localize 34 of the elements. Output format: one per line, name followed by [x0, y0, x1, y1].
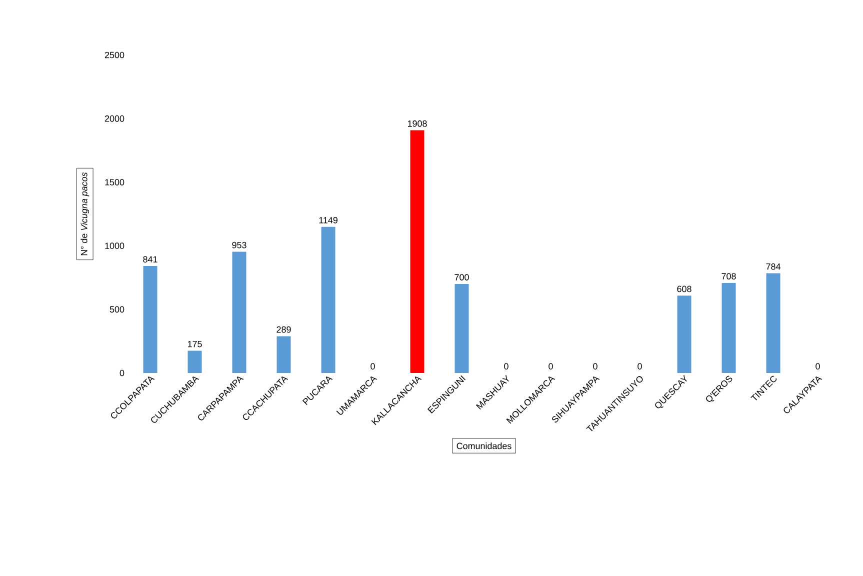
data-label: 784 — [766, 263, 780, 270]
data-label: 0 — [638, 363, 642, 370]
data-label: 0 — [816, 363, 820, 370]
data-label: 953 — [232, 242, 246, 248]
bar — [188, 350, 202, 373]
data-label: 0 — [370, 363, 375, 370]
bar — [766, 273, 780, 373]
y-axis-title: N° de Vicugna pacos — [80, 172, 90, 256]
data-label: 0 — [593, 363, 598, 370]
y-tick-label: 1000 — [105, 242, 124, 249]
data-label: 700 — [454, 274, 469, 280]
bar — [321, 226, 336, 373]
y-tick-label: 0 — [120, 370, 124, 376]
data-label: 608 — [677, 286, 692, 292]
data-label: 289 — [276, 326, 291, 333]
data-label: 0 — [504, 363, 508, 370]
x-axis-title: Comunidades — [456, 442, 512, 450]
data-label: 1149 — [319, 216, 338, 224]
bar — [276, 336, 291, 373]
data-label: 0 — [548, 363, 553, 370]
bar — [454, 284, 469, 373]
bar — [410, 130, 424, 373]
bar — [722, 282, 736, 373]
data-label: 841 — [143, 256, 158, 263]
bar — [677, 296, 692, 373]
y-tick-label: 2000 — [104, 115, 124, 122]
y-tick-label: 1500 — [105, 179, 124, 186]
data-label: 1908 — [408, 120, 427, 127]
bar — [143, 266, 158, 373]
bar — [232, 252, 246, 373]
data-label: 708 — [722, 273, 736, 280]
y-tick-label: 2500 — [104, 52, 124, 58]
y-tick-label: 500 — [110, 306, 124, 313]
data-label: 175 — [188, 340, 202, 348]
